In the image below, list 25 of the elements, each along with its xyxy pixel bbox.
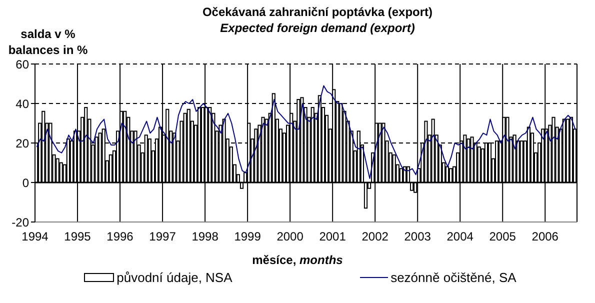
chart-subtitle: Expected foreign demand (export) (220, 21, 415, 35)
x-tick-label: 2004 (446, 230, 474, 244)
y-tick-label: 40 (16, 96, 30, 111)
y-axis-title: salda v % balances in % (7, 26, 89, 58)
x-tick-label: 1998 (192, 230, 219, 244)
x-tick-label: 2003 (404, 230, 432, 244)
legend-label: původní údaje, NSA (116, 270, 232, 285)
x-tick-label: 1994 (22, 230, 49, 244)
x-tick-label: 1997 (149, 230, 176, 244)
legend-label: sezónně očištěné, SA (390, 270, 516, 285)
x-tick-label: 2002 (362, 230, 389, 244)
line-series (36, 85, 576, 180)
x-tick-label: 2005 (489, 230, 516, 244)
x-tick-label: 2000 (276, 230, 304, 244)
chart-title: Očekávaná zahraniční poptávka (export) (201, 4, 434, 20)
y-tick-label: 20 (16, 136, 30, 150)
y-tick-label: -20 (12, 215, 30, 230)
x-tick-label: 1995 (64, 230, 92, 244)
y-tick-label: 60 (16, 57, 30, 72)
x-tick-label: 1996 (106, 230, 134, 244)
x-tick-label: 2006 (532, 230, 559, 244)
x-tick-label: 2001 (319, 230, 346, 244)
x-axis-title: měsíce, months (252, 253, 343, 267)
x-tick-label: 1999 (234, 230, 262, 244)
y-tick-label: 0 (22, 176, 30, 190)
